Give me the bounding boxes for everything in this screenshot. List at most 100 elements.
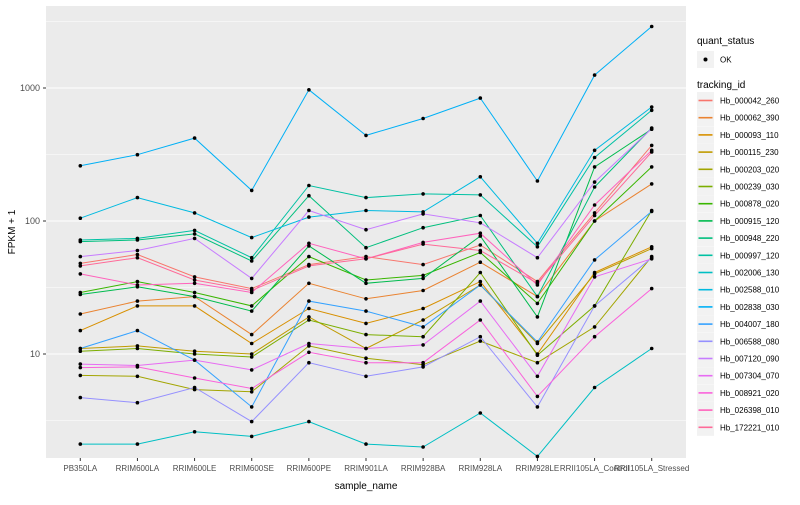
data-point (649, 24, 654, 29)
ok-point-icon (703, 57, 708, 62)
legend-entry-Hb_004007_180: Hb_004007_180 (697, 315, 780, 333)
data-point (249, 390, 254, 394)
data-point (649, 182, 654, 186)
data-point (135, 344, 140, 348)
x-tick-label: RRIM901LA (344, 464, 388, 473)
data-point (421, 343, 425, 347)
x-tick-label: RRIM600LE (173, 464, 217, 473)
legend-entry-label: Hb_000878_020 (720, 200, 780, 209)
data-point (364, 195, 368, 200)
data-point (192, 136, 197, 140)
data-point (249, 352, 254, 356)
data-point (78, 238, 83, 242)
data-point (478, 260, 483, 265)
legend-entry-Hb_000948_220: Hb_000948_220 (697, 229, 780, 247)
data-point (592, 334, 597, 339)
data-point (192, 290, 197, 295)
legend-entry-Hb_000878_020: Hb_000878_020 (697, 195, 780, 213)
legend-entry-label: Hb_000093_110 (720, 131, 779, 140)
legend-entry-Hb_000062_390: Hb_000062_390 (697, 109, 780, 127)
x-tick-label: RRIM928BA (401, 464, 446, 473)
legend-entry-Hb_006588_080: Hb_006588_080 (697, 332, 780, 350)
data-point (78, 365, 83, 370)
data-point (192, 385, 197, 390)
data-point (192, 430, 197, 434)
data-point (78, 216, 83, 220)
data-point (421, 225, 425, 230)
data-point (307, 264, 311, 268)
data-point (592, 219, 597, 223)
data-point (78, 272, 83, 276)
data-point (421, 334, 425, 339)
data-point (249, 355, 254, 359)
data-point (307, 88, 311, 92)
legend-entry-Hb_008921_020: Hb_008921_020 (697, 384, 780, 402)
data-point (592, 385, 597, 390)
data-point (592, 73, 597, 77)
legend-entry-label: Hb_026398_010 (720, 406, 780, 415)
data-point (535, 255, 540, 260)
legend-entry-Hb_000239_030: Hb_000239_030 (697, 178, 780, 195)
legend-entry-label: Hb_008921_020 (720, 389, 780, 398)
plot-panel (46, 6, 686, 458)
data-point (535, 340, 540, 344)
data-point (535, 241, 540, 246)
data-point (135, 400, 140, 405)
data-point (135, 328, 140, 333)
data-point (535, 294, 540, 299)
data-point (249, 386, 254, 391)
data-point (478, 193, 483, 197)
legend-entry-label: Hb_007120_090 (720, 355, 780, 364)
axis-tick-marks (43, 87, 653, 461)
data-point (78, 254, 83, 259)
data-point (649, 126, 654, 131)
legend-tracking-id-entries: Hb_000042_260 Hb_000062_390 Hb_000093_110 H… (697, 92, 780, 436)
data-point (78, 312, 83, 316)
data-point (592, 148, 597, 153)
legend-entry-Hb_000093_110: Hb_000093_110 (697, 126, 779, 144)
data-point (364, 309, 368, 313)
data-point (478, 243, 483, 247)
x-axis-title: sample_name (335, 481, 398, 492)
x-tick-label: RRIM928LE (516, 464, 560, 473)
y-tick-label: 1000 (20, 83, 40, 93)
data-point (192, 211, 197, 215)
data-point (192, 236, 197, 241)
data-point (535, 374, 540, 379)
data-point (192, 349, 197, 354)
legend-entry-Hb_000042_260: Hb_000042_260 (697, 92, 780, 109)
data-point (364, 278, 368, 282)
data-point (478, 318, 483, 322)
data-point (535, 301, 540, 306)
data-point (364, 346, 368, 351)
data-point (78, 395, 83, 400)
data-point (364, 281, 368, 286)
data-point (535, 245, 540, 249)
data-point (78, 346, 83, 351)
data-point (421, 306, 425, 311)
legend-entry-label: Hb_000948_220 (720, 234, 780, 243)
data-point (421, 276, 425, 281)
data-point (78, 328, 83, 333)
legend-entry-label: Hb_002588_010 (720, 286, 780, 295)
x-tick-label: RRII105LA_Control (560, 464, 630, 473)
y-tick-label: 10 (30, 349, 40, 359)
data-point (592, 258, 597, 262)
data-point (307, 244, 311, 248)
legend-entry-Hb_000115_230: Hb_000115_230 (697, 143, 779, 161)
data-point (592, 213, 597, 218)
data-point (592, 304, 597, 308)
x-tick-label: PB350LA (63, 464, 97, 473)
data-point (192, 228, 197, 233)
data-point (478, 279, 483, 284)
data-point (364, 257, 368, 261)
data-point (249, 304, 254, 308)
data-point (307, 350, 311, 355)
legend-entry-Hb_007304_070: Hb_007304_070 (697, 367, 780, 385)
legend-entry-label: Hb_004007_180 (720, 320, 780, 329)
x-tick-label: RRII105LA_Stressed (614, 464, 689, 473)
data-point (478, 231, 483, 235)
legend-entry-label: Hb_000062_390 (720, 114, 780, 123)
data-point (192, 278, 197, 282)
